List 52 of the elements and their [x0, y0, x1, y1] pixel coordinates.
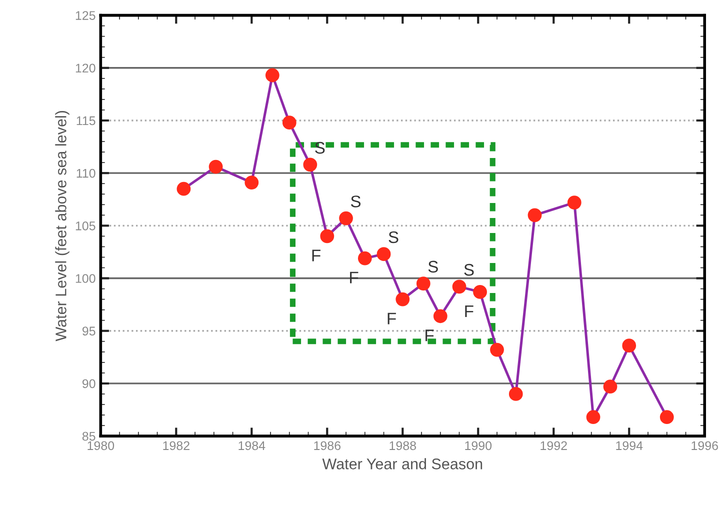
- y-tick-label: 95: [82, 326, 96, 336]
- point: [376, 247, 391, 262]
- annotation: F: [426, 330, 434, 342]
- point: [473, 285, 487, 299]
- y-tick-label: 115: [76, 116, 96, 126]
- point: [282, 116, 296, 130]
- point: [358, 251, 372, 266]
- point: [586, 410, 600, 424]
- x-tick-label: 1996: [692, 441, 718, 450]
- point: [208, 160, 223, 174]
- x-tick-label: 1992: [540, 441, 567, 450]
- point: [528, 208, 542, 222]
- annotation: S: [315, 142, 325, 154]
- y-tick-label: 100: [76, 274, 96, 283]
- y-axis-title: Water Level (feet above sea level): [55, 110, 70, 342]
- x-tick-label: 1986: [314, 441, 340, 450]
- y-tick-label: 120: [76, 64, 96, 73]
- y-tick-label: 110: [76, 168, 96, 178]
- point: [265, 68, 280, 82]
- y-tick-label: 85: [82, 432, 96, 441]
- point: [490, 342, 504, 357]
- x-tick-label: 1984: [238, 441, 266, 450]
- x-tick-label: 1994: [616, 441, 643, 450]
- point: [244, 176, 259, 190]
- y-tick-label: 105: [76, 221, 96, 230]
- annotation: S: [464, 264, 474, 276]
- annotation: S: [388, 231, 398, 244]
- point: [416, 276, 430, 290]
- annotation: F: [312, 250, 320, 262]
- point: [567, 196, 582, 210]
- x-axis-title: Water Year and Season: [322, 458, 482, 470]
- point: [508, 387, 523, 401]
- x-tick-label: 1982: [163, 441, 190, 450]
- x-tick-label: 1990: [465, 441, 492, 450]
- annotation: S: [350, 196, 361, 208]
- point: [339, 211, 353, 226]
- y-tick-label: 125: [76, 11, 96, 20]
- annotation: F: [465, 305, 474, 317]
- point: [433, 309, 448, 324]
- point: [622, 338, 636, 353]
- point: [603, 380, 618, 394]
- annotation: S: [428, 260, 438, 273]
- point: [320, 229, 334, 244]
- point: [452, 280, 466, 294]
- point: [303, 158, 318, 172]
- point: [176, 182, 191, 196]
- point: [660, 410, 674, 424]
- x-tick-label: 1980: [88, 441, 114, 450]
- x-tick-label: 1988: [390, 441, 416, 450]
- y-tick-label: 90: [82, 379, 96, 388]
- annotation: F: [388, 312, 396, 324]
- point: [396, 292, 410, 306]
